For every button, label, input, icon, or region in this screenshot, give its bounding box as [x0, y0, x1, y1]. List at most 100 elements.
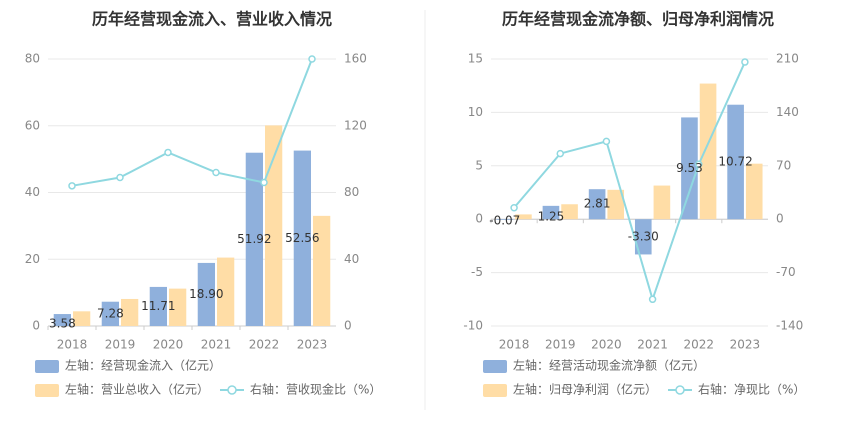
- x-category-label: 2023: [297, 338, 328, 352]
- legend-swatch: [35, 360, 59, 373]
- ratio-point: [260, 178, 268, 187]
- chart-title: 历年经营现金流入、营业收入情况: [92, 10, 332, 29]
- chart-title: 历年经营现金流净额、归母净利润情况: [502, 10, 774, 29]
- y-right-tick-label: 70: [776, 158, 791, 172]
- y-right-tick-label: 120: [344, 118, 367, 132]
- bar-secondary: [515, 214, 532, 220]
- legend-label: 左轴：归母净利润（亿元）: [513, 382, 657, 397]
- legend-marker: [227, 385, 237, 395]
- bar-secondary: [217, 257, 235, 326]
- legend-swatch: [35, 384, 59, 397]
- ratio-point: [602, 137, 611, 146]
- y-left-tick-label: 40: [25, 185, 40, 199]
- x-category-label: 2022: [249, 338, 280, 352]
- y-right-tick-label: -70: [776, 265, 796, 279]
- ratio-line: [71, 58, 313, 187]
- ratio-point: [212, 168, 220, 177]
- bar-secondary: [121, 298, 139, 326]
- ratio-point: [68, 182, 76, 190]
- bar-data-label: 1.25: [538, 210, 565, 224]
- bar-secondary: [653, 185, 671, 220]
- y-left-tick-label: 10: [468, 105, 483, 119]
- y-right-tick-label: 80: [344, 185, 359, 199]
- x-category-label: 2022: [683, 338, 714, 352]
- y-left-tick-label: 5: [475, 158, 483, 172]
- x-category-label: 2019: [105, 338, 136, 352]
- bar-data-label: 7.28: [97, 306, 124, 320]
- bar-primary: [101, 301, 119, 326]
- x-category-label: 2021: [637, 338, 668, 352]
- bar-secondary: [73, 311, 91, 326]
- ratio-point: [556, 149, 564, 158]
- legend-marker: [675, 385, 685, 395]
- bar-data-label: 51.92: [237, 232, 271, 246]
- x-category-label: 2020: [153, 338, 184, 352]
- y-left-tick-label: -10: [463, 319, 483, 333]
- bar-data-label: 11.71: [141, 299, 175, 313]
- bar-data-label: 9.53: [676, 161, 703, 175]
- ratio-point: [510, 204, 518, 212]
- legend-swatch: [483, 360, 507, 373]
- bar-data-label: 2.81: [584, 197, 611, 211]
- bar-primary: [197, 262, 215, 326]
- bar-secondary: [607, 189, 625, 220]
- legend-label: 右轴：营收现金比（%）: [250, 382, 381, 397]
- y-left-tick-label: 60: [25, 118, 40, 132]
- bar-primary: [727, 104, 744, 220]
- y-left-tick-label: -5: [471, 265, 483, 279]
- legend-label: 左轴：经营现金流入（亿元）: [65, 358, 221, 373]
- y-right-tick-label: 0: [776, 212, 784, 226]
- bar-primary: [588, 189, 606, 220]
- bar-primary: [293, 150, 311, 326]
- y-left-tick-label: 15: [468, 52, 483, 66]
- bar-primary: [245, 152, 263, 326]
- bar-primary: [149, 286, 167, 326]
- y-right-tick-label: 160: [344, 52, 367, 66]
- bar-primary: [542, 205, 560, 220]
- chart-panel-net-cash-profit: 历年经营现金流净额、归母净利润情况 -10 -5 0 5 10 15 -140 -70 0 70 14…: [463, 10, 805, 397]
- legend-label: 左轴：营业总收入（亿元）: [65, 382, 209, 397]
- x-category-label: 2020: [591, 338, 622, 352]
- y-left-tick-label: 0: [32, 319, 40, 333]
- bar-data-label: 52.56: [285, 231, 319, 245]
- y-left-tick-label: 0: [475, 212, 483, 226]
- bar-data-label: 18.90: [189, 287, 223, 301]
- bar-primary: [53, 314, 71, 326]
- y-right-tick-label: 40: [344, 252, 359, 266]
- chart-panel-cash-inflow-revenue: 历年经营现金流入、营业收入情况 0 20 40 60 80 0 40 80 120 160 2018 2…: [25, 10, 381, 397]
- bar-data-label: 3.58: [49, 317, 76, 331]
- x-category-label: 2021: [201, 338, 232, 352]
- bar-secondary: [561, 204, 578, 220]
- legend-swatch: [483, 384, 507, 397]
- bar-secondary: [313, 215, 331, 326]
- legend-label: 右轴：净现比（%）: [698, 382, 805, 397]
- bar-primary: [681, 117, 698, 220]
- ratio-line: [513, 61, 746, 303]
- ratio-point: [648, 295, 657, 304]
- y-left-tick-label: 80: [25, 52, 40, 66]
- bar-secondary: [169, 288, 187, 326]
- y-right-tick-label: 210: [776, 52, 799, 66]
- ratio-point: [741, 58, 749, 66]
- bar-data-label: -3.30: [628, 229, 659, 243]
- bar-secondary: [699, 83, 717, 220]
- bar-secondary: [265, 125, 283, 326]
- x-category-label: 2019: [545, 338, 576, 352]
- x-category-label: 2018: [57, 338, 88, 352]
- bar-data-label: -0.07: [489, 214, 520, 228]
- bar-data-label: 10.72: [718, 154, 752, 168]
- ratio-point: [164, 148, 172, 157]
- y-right-tick-label: -140: [776, 319, 803, 333]
- bar-primary: [496, 219, 514, 220]
- x-category-label: 2023: [730, 338, 761, 352]
- y-left-tick-label: 20: [25, 252, 40, 266]
- ratio-point: [116, 173, 124, 182]
- x-category-label: 2018: [499, 338, 530, 352]
- ratio-point: [695, 160, 703, 169]
- ratio-point: [308, 55, 316, 63]
- y-right-tick-label: 140: [776, 105, 799, 119]
- bar-primary: [634, 219, 652, 255]
- bar-secondary: [745, 163, 763, 220]
